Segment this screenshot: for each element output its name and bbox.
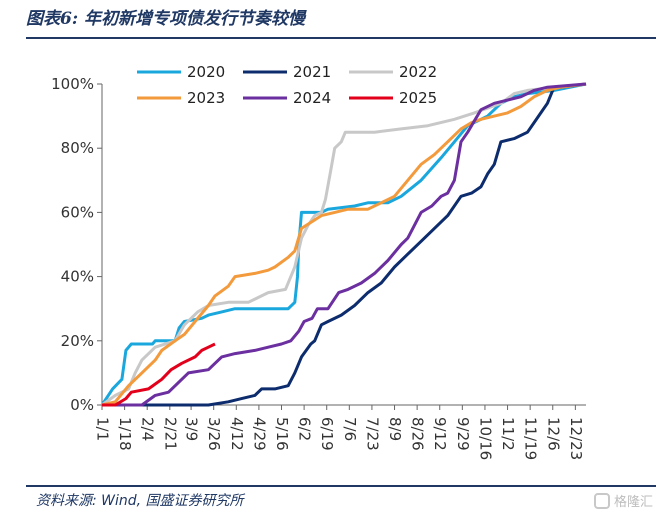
- series-line-2025: [102, 342, 216, 407]
- x-tick-label: 6/19: [318, 417, 336, 451]
- x-tick-label: 11/19: [522, 417, 540, 460]
- x-tick-label: 9/29: [454, 417, 472, 451]
- series-line-2021: [102, 82, 587, 407]
- watermark-text: 格隆汇: [613, 495, 653, 510]
- x-tick-label: 1/18: [116, 417, 134, 451]
- legend-label-2024: 2024: [293, 89, 331, 107]
- x-tick-label: 6/2: [296, 417, 314, 441]
- y-tick-label: 60%: [61, 203, 94, 221]
- chart-axes: 0% 20% 40% 60% 80% 100% 1/1 1/18 2/4 2/21 3/9 3/26 4…: [51, 75, 586, 460]
- legend-label-2020: 2020: [187, 63, 225, 81]
- watermark: 格隆汇: [593, 491, 653, 510]
- x-tick-label: 5/16: [273, 417, 291, 451]
- y-tick-label: 0%: [70, 396, 94, 414]
- x-tick-label: 11/2: [499, 417, 517, 451]
- x-tick-label: 4/29: [250, 417, 268, 451]
- x-tick-label: 7/23: [363, 417, 381, 451]
- x-tick-label: 2/4: [139, 417, 157, 441]
- x-tick-label: 8/26: [409, 417, 427, 451]
- title-rule: [26, 37, 656, 39]
- chart-series: [100, 82, 587, 407]
- series-line-2023: [101, 82, 587, 407]
- x-tick-label: 9/12: [431, 417, 449, 451]
- x-tick-label: 12/6: [544, 417, 562, 451]
- x-tick-label: 3/26: [205, 417, 223, 451]
- watermark-logo-icon: [593, 492, 610, 509]
- legend-label-2023: 2023: [187, 89, 225, 107]
- x-tick-label: 4/12: [228, 417, 246, 451]
- x-tick-label: 8/9: [386, 417, 404, 441]
- y-tick-label: 80%: [61, 139, 94, 157]
- source-rule: [26, 485, 656, 487]
- legend-label-2025: 2025: [399, 89, 437, 107]
- x-tick-label: 12/23: [567, 417, 585, 460]
- legend-label-2021: 2021: [293, 63, 331, 81]
- figure-title: 图表6: 年初新增专项债发行节奏较慢: [26, 9, 306, 29]
- legend-label-2022: 2022: [399, 63, 437, 81]
- series-line-2024: [102, 82, 587, 407]
- source-note: 资料来源: Wind, 国盛证券研究所: [36, 493, 244, 509]
- x-tick-label: 3/9: [183, 417, 201, 441]
- y-tick-label: 100%: [51, 75, 94, 93]
- x-tick-label: 1/1: [94, 417, 112, 441]
- x-tick-label: 10/16: [476, 417, 494, 460]
- x-tick-label: 2/21: [161, 417, 179, 451]
- series-line-2022: [101, 82, 587, 407]
- x-tick-label: 7/6: [341, 417, 359, 441]
- y-tick-label: 20%: [61, 332, 94, 350]
- chart-legend: 2020 2021 2022 2023 2024 2025: [137, 63, 437, 107]
- y-tick-label: 40%: [61, 268, 94, 286]
